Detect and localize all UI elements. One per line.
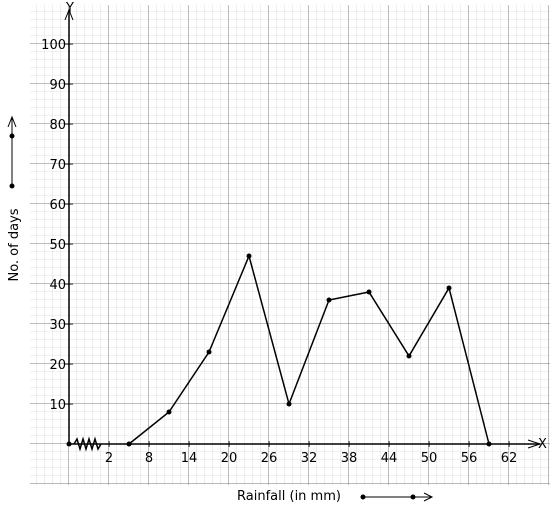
x-tick-label: 62 — [501, 451, 518, 466]
y-tick-label: 10 — [49, 398, 66, 413]
data-line — [128, 253, 490, 445]
y-tick-label: 80 — [49, 118, 66, 133]
x-axis-letter: X — [538, 437, 547, 452]
y-tick-label: 50 — [49, 238, 66, 253]
y-tick-label: 100 — [41, 38, 66, 53]
y-axis-label: No. of days — [7, 208, 22, 281]
graph-paper-major — [30, 5, 550, 485]
x-axis-arrow — [527, 439, 542, 449]
data-point — [126, 441, 132, 447]
y-tick-label: 20 — [49, 358, 66, 373]
x-tick-label: 44 — [381, 451, 398, 466]
x-tick-label: 38 — [341, 451, 358, 466]
data-point — [486, 441, 492, 447]
x-tick-label: 20 — [221, 451, 238, 466]
y-tick-label: 90 — [49, 78, 66, 93]
data-point — [286, 401, 292, 407]
data-point — [246, 253, 252, 259]
x-tick-label: 56 — [461, 451, 478, 466]
data-point — [406, 353, 412, 359]
data-point — [166, 409, 172, 415]
x-tick-label: 2 — [105, 451, 113, 466]
origin-dot — [66, 441, 72, 447]
data-point — [446, 285, 452, 291]
x-tick-label: 26 — [261, 451, 278, 466]
data-point — [326, 297, 332, 303]
x-tick-label: 50 — [421, 451, 438, 466]
data-point — [206, 349, 212, 355]
y-tick-label: 60 — [49, 198, 66, 213]
x-tick-label: 32 — [301, 451, 318, 466]
y-tick-label: 30 — [49, 318, 66, 333]
x-tick-label: 14 — [181, 451, 198, 466]
y-axis-arrow — [64, 8, 74, 21]
x-tick-label: 8 — [145, 451, 153, 466]
y-tick-label: 70 — [49, 158, 66, 173]
axis-break — [73, 436, 102, 452]
y-tick-label: 40 — [49, 278, 66, 293]
x-direction-arrow — [360, 492, 434, 502]
data-point — [366, 289, 372, 295]
y-direction-arrow — [7, 115, 17, 189]
y-axis-letter: Y — [65, 1, 74, 16]
x-axis-label: Rainfall (in mm) — [237, 489, 341, 504]
